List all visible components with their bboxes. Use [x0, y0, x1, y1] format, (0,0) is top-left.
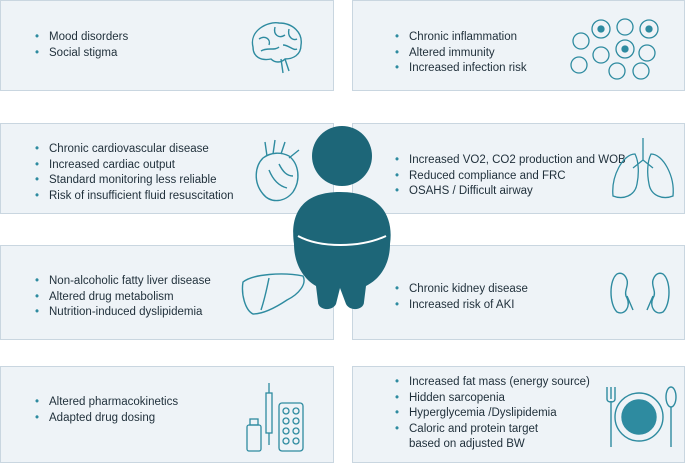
immune-cells-icon: [570, 18, 659, 80]
immune-panel: Chronic inflammation Altered immunity In…: [352, 0, 685, 91]
liver-icon: [241, 273, 305, 315]
heart-panel: Chronic cardiovascular disease Increased…: [0, 123, 334, 214]
list-item: Increased cardiac output: [35, 158, 234, 174]
list-item: Chronic cardiovascular disease: [35, 142, 234, 158]
list-item: Altered immunity: [395, 46, 527, 62]
lungs-panel: Increased VO2, CO2 production and WOB Re…: [352, 123, 685, 214]
list-item: Chronic inflammation: [395, 30, 527, 46]
list-item: Altered pharmacokinetics: [35, 395, 178, 411]
brain-panel: Mood disorders Social stigma: [0, 0, 334, 91]
list-item: Caloric and protein target: [395, 422, 590, 438]
liver-list: Non-alcoholic fatty liver disease Altere…: [35, 274, 211, 321]
plate-cutlery-icon: [606, 386, 677, 447]
nutrition-continuation: based on adjusted BW: [409, 438, 525, 450]
kidneys-icon: [610, 272, 670, 314]
liver-panel: Non-alcoholic fatty liver disease Altere…: [0, 245, 334, 340]
list-item: Adapted drug dosing: [35, 411, 178, 427]
list-item: Nutrition-induced dyslipidemia: [35, 305, 211, 321]
list-item: Altered drug metabolism: [35, 290, 211, 306]
list-item: Increased VO2, CO2 production and WOB: [395, 153, 626, 169]
drugs-icon: [246, 383, 304, 452]
list-item: Risk of insufficient fluid resuscitation: [35, 189, 234, 205]
list-item: Chronic kidney disease: [395, 282, 528, 298]
immune-list: Chronic inflammation Altered immunity In…: [395, 30, 527, 77]
heart-icon: [255, 139, 300, 202]
list-item: Hyperglycemia /Dyslipidemia: [395, 406, 590, 422]
list-item: Increased fat mass (energy source): [395, 375, 590, 391]
brain-icon: [251, 22, 302, 74]
list-item: Increased infection risk: [395, 61, 527, 77]
brain-list: Mood disorders Social stigma: [35, 30, 128, 61]
pharma-list: Altered pharmacokinetics Adapted drug do…: [35, 395, 178, 426]
kidney-list: Chronic kidney disease Increased risk of…: [395, 282, 528, 313]
list-item: Reduced compliance and FRC: [395, 169, 626, 185]
list-item: Non-alcoholic fatty liver disease: [35, 274, 211, 290]
list-item: Mood disorders: [35, 30, 128, 46]
list-item: Social stigma: [35, 46, 128, 62]
heart-list: Chronic cardiovascular disease Increased…: [35, 142, 234, 204]
list-item: Standard monitoring less reliable: [35, 173, 234, 189]
lungs-icon: [612, 138, 674, 199]
list-item: OSAHS / Difficult airway: [395, 184, 626, 200]
kidney-panel: Chronic kidney disease Increased risk of…: [352, 245, 685, 340]
lungs-list: Increased VO2, CO2 production and WOB Re…: [395, 153, 626, 200]
list-item: Increased risk of AKI: [395, 298, 528, 314]
nutrition-list: Increased fat mass (energy source) Hidde…: [395, 375, 590, 437]
list-item: Hidden sarcopenia: [395, 391, 590, 407]
